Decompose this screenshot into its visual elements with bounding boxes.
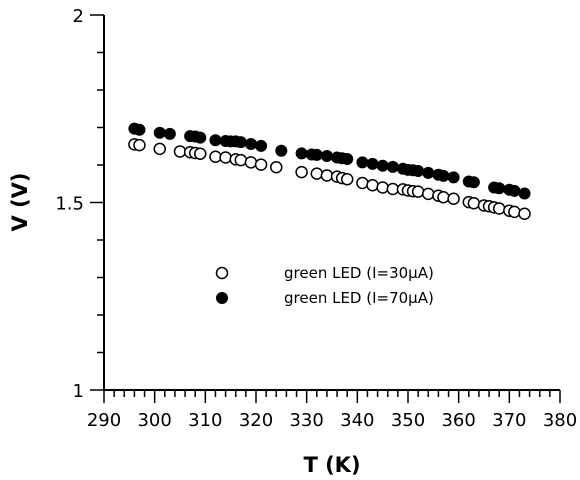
data-point-70uA xyxy=(194,131,207,144)
data-point-70uA xyxy=(366,157,379,170)
data-point-30uA xyxy=(209,150,222,163)
legend: green LED (I=30μA) green LED (I=70μA) xyxy=(215,264,434,307)
data-point-30uA xyxy=(508,205,521,219)
data-point-30uA xyxy=(310,167,324,180)
data-point-70uA xyxy=(447,171,460,184)
data-point-70uA xyxy=(255,139,268,152)
data-point-30uA xyxy=(270,161,283,174)
data-point-70uA xyxy=(422,166,435,179)
x-tick-label: 320 xyxy=(239,410,273,431)
legend-marker-open-circle xyxy=(215,266,229,280)
data-point-70uA xyxy=(320,150,333,162)
data-point-30uA xyxy=(173,145,187,158)
x-tick-label: 360 xyxy=(441,410,475,431)
x-tick-label: 340 xyxy=(340,410,374,431)
data-point-70uA xyxy=(467,176,480,189)
y-tick-label: 1 xyxy=(73,381,84,402)
data-point-30uA xyxy=(518,207,531,220)
data-point-70uA xyxy=(493,182,506,195)
data-points xyxy=(128,122,531,220)
data-point-30uA xyxy=(320,169,334,182)
data-point-70uA xyxy=(437,169,450,182)
data-point-30uA xyxy=(376,181,389,194)
data-point-70uA xyxy=(153,126,166,139)
data-point-30uA xyxy=(447,192,460,205)
y-tick-label: 2 xyxy=(73,6,84,27)
data-point-70uA xyxy=(341,153,354,165)
data-point-70uA xyxy=(275,144,288,157)
data-point-30uA xyxy=(437,191,450,204)
data-point-70uA xyxy=(386,160,399,173)
data-point-30uA xyxy=(340,173,354,186)
data-point-70uA xyxy=(133,123,146,136)
data-point-30uA xyxy=(295,165,308,179)
data-point-70uA xyxy=(412,165,425,177)
x-tick-label: 310 xyxy=(188,410,222,431)
legend-label: green LED (I=70μA) xyxy=(284,289,434,307)
data-point-70uA xyxy=(508,184,521,197)
data-point-30uA xyxy=(422,187,435,201)
data-point-70uA xyxy=(163,127,176,140)
data-point-30uA xyxy=(153,142,166,156)
data-point-30uA xyxy=(219,151,232,164)
data-point-30uA xyxy=(467,197,481,210)
data-point-30uA xyxy=(133,138,146,152)
data-point-30uA xyxy=(244,156,258,169)
data-point-30uA xyxy=(492,202,506,215)
axis-ticks: 290 300 310 320 330 340 350 360 370 380 1 1.5 2 xyxy=(55,6,577,431)
x-axis-title: T (K) xyxy=(303,453,360,477)
legend-marker-filled-circle xyxy=(216,292,228,304)
x-tick-label: 370 xyxy=(492,410,526,431)
data-point-70uA xyxy=(356,156,369,169)
data-point-30uA xyxy=(411,185,425,198)
x-tick-label: 330 xyxy=(289,410,323,431)
x-tick-label: 350 xyxy=(391,410,425,431)
data-point-70uA xyxy=(234,136,247,149)
data-point-30uA xyxy=(194,147,207,160)
x-tick-label: 290 xyxy=(87,410,121,431)
data-point-30uA xyxy=(356,176,369,190)
y-tick-label: 1.5 xyxy=(55,194,84,215)
data-point-30uA xyxy=(234,153,248,167)
data-point-70uA xyxy=(209,134,222,147)
data-point-30uA xyxy=(386,182,400,196)
x-tick-label: 300 xyxy=(137,410,171,431)
x-tick-label: 380 xyxy=(543,410,577,431)
y-axis-title: V (V) xyxy=(8,172,32,231)
legend-label: green LED (I=30μA) xyxy=(284,264,434,282)
data-point-30uA xyxy=(254,158,268,171)
data-point-70uA xyxy=(244,138,257,150)
data-point-30uA xyxy=(366,179,379,192)
data-point-70uA xyxy=(295,147,308,160)
data-point-70uA xyxy=(518,187,531,200)
data-point-70uA xyxy=(310,148,323,161)
data-point-70uA xyxy=(376,159,389,172)
